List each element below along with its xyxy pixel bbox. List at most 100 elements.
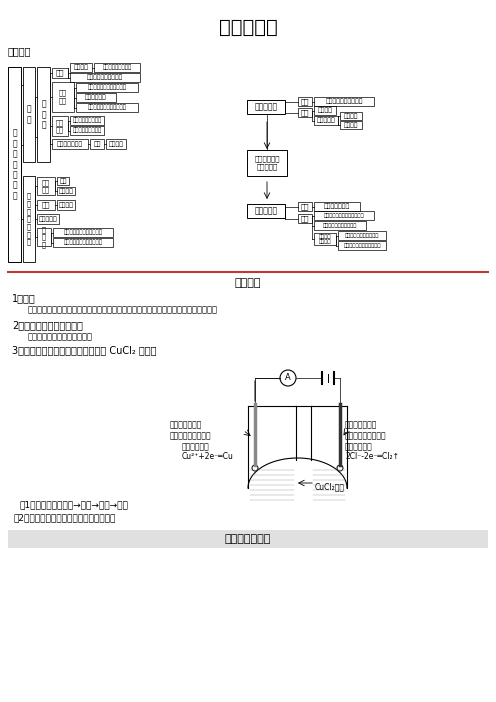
Bar bbox=[23, 67, 35, 162]
Text: 金属失去电子，被氧化: 金属失去电子，被氧化 bbox=[325, 99, 363, 105]
Text: 实质特点: 实质特点 bbox=[73, 65, 88, 70]
Bar bbox=[70, 116, 104, 125]
Bar bbox=[8, 67, 21, 262]
Text: 铜电解精炼: 铜电解精炼 bbox=[39, 216, 58, 222]
Bar bbox=[247, 204, 285, 218]
Text: 金属的腐蚀: 金属的腐蚀 bbox=[254, 102, 278, 112]
Text: 1、电解: 1、电解 bbox=[12, 293, 36, 303]
Text: 电子守恒: 电子守恒 bbox=[109, 141, 124, 147]
Bar bbox=[298, 108, 312, 117]
Bar bbox=[57, 187, 75, 195]
Text: 金属的防护: 金属的防护 bbox=[254, 206, 278, 216]
Text: 阴极（接电源负极）: 阴极（接电源负极） bbox=[72, 118, 102, 124]
Bar bbox=[247, 100, 285, 114]
Text: 电
解
原
理
的
应
用: 电 解 原 理 的 应 用 bbox=[27, 193, 31, 245]
Text: 外电源阴极保护腐蚀防护法: 外电源阴极保护腐蚀防护法 bbox=[343, 243, 381, 248]
Bar bbox=[37, 200, 55, 210]
Bar bbox=[340, 121, 362, 129]
Text: 本质: 本质 bbox=[301, 98, 309, 105]
Bar bbox=[52, 68, 68, 78]
Bar bbox=[314, 221, 366, 230]
Bar bbox=[57, 177, 69, 185]
Text: 电解熔融氧化铝冶炼铝过程: 电解熔融氧化铝冶炼铝过程 bbox=[63, 239, 103, 245]
Text: 电解熔融氧化铜的冶炼方案: 电解熔融氧化铜的冶炼方案 bbox=[63, 230, 103, 235]
Text: 2Cl⁻-2e⁻═Cl₂↑: 2Cl⁻-2e⁻═Cl₂↑ bbox=[345, 452, 399, 461]
Text: 电解池原理: 电解池原理 bbox=[219, 18, 277, 37]
Text: CuCl₂溶液: CuCl₂溶液 bbox=[315, 482, 345, 491]
Text: 电极
反应: 电极 反应 bbox=[56, 119, 64, 133]
Text: 形成
条件: 形成 条件 bbox=[59, 90, 67, 104]
Text: 2、电解池（也叫电解槽）: 2、电解池（也叫电解槽） bbox=[12, 320, 83, 330]
Text: 吸氧腐蚀: 吸氧腐蚀 bbox=[344, 122, 358, 128]
Bar bbox=[37, 214, 59, 224]
Text: 3、电解池的组成和工作原理（电解 CuCl₂ 溶液）: 3、电解池的组成和工作原理（电解 CuCl₂ 溶液） bbox=[12, 345, 157, 355]
Bar bbox=[90, 139, 104, 149]
Bar bbox=[298, 202, 312, 211]
Bar bbox=[338, 241, 386, 250]
Bar bbox=[298, 97, 312, 106]
Text: 电极名称：阳极: 电极名称：阳极 bbox=[345, 420, 377, 429]
Text: 改变金属内部结构和组织性能: 改变金属内部结构和组织性能 bbox=[324, 213, 365, 218]
Bar bbox=[298, 214, 312, 223]
Text: 把电能强化为化学能: 把电能强化为化学能 bbox=[102, 65, 131, 70]
Text: 电极反应：氧化反应: 电极反应：氧化反应 bbox=[345, 431, 386, 440]
Text: 析氢腐蚀: 析氢腐蚀 bbox=[344, 113, 358, 119]
Text: 标准: 标准 bbox=[93, 141, 101, 147]
Text: 阳极（接电源正极）: 阳极（接电源正极） bbox=[72, 128, 102, 133]
Text: 电化学腐蚀: 电化学腐蚀 bbox=[316, 118, 335, 124]
Text: 电量原则的计算: 电量原则的计算 bbox=[57, 141, 83, 147]
Bar bbox=[314, 211, 374, 220]
Bar bbox=[52, 116, 68, 136]
Bar bbox=[94, 63, 140, 72]
Text: 使电流通过电解质溶液（或熔融的电解质）而在阳、阴两极引起氧化还原反应的过程。: 使电流通过电解质溶液（或熔融的电解质）而在阳、阴两极引起氧化还原反应的过程。 bbox=[28, 305, 218, 314]
Text: 镀层条件: 镀层条件 bbox=[59, 202, 73, 208]
Text: 原理: 原理 bbox=[301, 203, 309, 210]
Bar bbox=[37, 228, 51, 246]
Bar bbox=[314, 233, 336, 245]
Text: 应用化学
原理方法: 应用化学 原理方法 bbox=[319, 234, 331, 244]
Bar bbox=[23, 176, 35, 262]
Text: 通过电解回路: 通过电解回路 bbox=[85, 95, 107, 100]
Bar bbox=[53, 228, 113, 237]
Bar bbox=[53, 238, 113, 247]
Bar bbox=[37, 67, 50, 162]
Bar bbox=[247, 150, 287, 176]
Bar bbox=[76, 103, 138, 112]
Text: 电解原理的应用: 电解原理的应用 bbox=[225, 534, 271, 544]
Text: 电
解
原
理
及
应
用: 电 解 原 理 及 应 用 bbox=[12, 128, 17, 200]
Text: 金属的电化学
腐蚀与防护: 金属的电化学 腐蚀与防护 bbox=[254, 156, 280, 170]
Bar bbox=[70, 126, 104, 135]
Bar bbox=[8, 530, 488, 548]
Bar bbox=[314, 202, 360, 211]
Text: 电解质溶液或熔融的电解质: 电解质溶液或熔融的电解质 bbox=[87, 85, 126, 91]
Text: 电解液容量或特征的电解质: 电解液容量或特征的电解质 bbox=[87, 105, 126, 110]
Text: 电解原理: 电解原理 bbox=[235, 278, 261, 288]
Text: 或在金属表面覆盖保护层: 或在金属表面覆盖保护层 bbox=[323, 223, 357, 228]
Text: Cu²⁺+2e⁻═Cu: Cu²⁺+2e⁻═Cu bbox=[182, 452, 234, 461]
Bar bbox=[76, 93, 116, 102]
Text: 化学腐蚀: 化学腐蚀 bbox=[317, 107, 332, 113]
Text: 类型: 类型 bbox=[301, 110, 309, 116]
Text: 电镀: 电镀 bbox=[42, 201, 50, 208]
Text: 与电源相连的两个电极: 与电源相连的两个电极 bbox=[87, 74, 123, 80]
Bar bbox=[314, 106, 336, 115]
Text: 电
解: 电 解 bbox=[27, 105, 31, 124]
Bar bbox=[57, 200, 75, 210]
Bar bbox=[338, 231, 386, 240]
Text: 把电能转变成化学能的装置。: 把电能转变成化学能的装置。 bbox=[28, 332, 93, 341]
Text: A: A bbox=[285, 373, 291, 383]
Text: 防止金属被氧化: 防止金属被氧化 bbox=[324, 204, 350, 209]
Bar bbox=[314, 116, 338, 125]
Bar bbox=[52, 139, 88, 149]
Text: 电解原理: 电解原理 bbox=[59, 188, 73, 194]
Bar bbox=[106, 139, 126, 149]
Text: 氯碱
工业: 氯碱 工业 bbox=[42, 179, 50, 193]
Text: 电极反应：还原反应: 电极反应：还原反应 bbox=[170, 431, 212, 440]
Text: 知识归纳: 知识归纳 bbox=[8, 46, 32, 56]
Text: 电
解
池: 电 解 池 bbox=[41, 100, 46, 129]
Bar bbox=[314, 97, 374, 106]
Text: （1）电流流向：正极→阳极→阴极→负极: （1）电流流向：正极→阳极→阴极→负极 bbox=[20, 500, 129, 509]
Text: 概念: 概念 bbox=[56, 69, 64, 77]
Text: 电极反应式：: 电极反应式： bbox=[345, 442, 373, 451]
Text: 定义: 定义 bbox=[59, 178, 67, 184]
